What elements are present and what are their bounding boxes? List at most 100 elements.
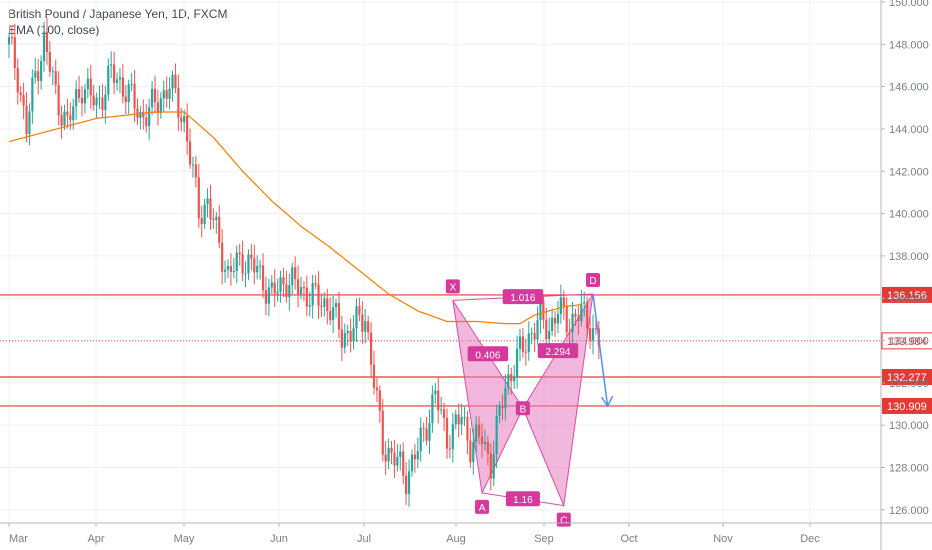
candle-body (384, 454, 387, 462)
candle-body (472, 442, 475, 463)
candle-body (241, 254, 244, 274)
candle-body (475, 424, 478, 443)
candle-body (235, 252, 238, 271)
candle-body (568, 332, 571, 334)
candle-body (48, 51, 51, 72)
candle-body (346, 331, 349, 334)
candle-body (337, 303, 341, 330)
x-tick-label: May (174, 533, 195, 545)
candle-body (253, 258, 256, 273)
candle-body (457, 414, 460, 425)
candle-body (133, 83, 136, 109)
candle-body (399, 451, 402, 457)
candle-body (183, 115, 186, 123)
candle-body (69, 115, 72, 121)
pattern-point-label: A (479, 503, 486, 514)
candle-body (498, 405, 501, 416)
x-tick-label: Dec (800, 533, 820, 545)
candle-body (425, 428, 428, 441)
x-tick-label: Apr (87, 533, 104, 545)
candle-body (75, 89, 78, 107)
level-price-label: 136.156 (887, 290, 927, 302)
pattern-ratio-badge (537, 343, 579, 359)
candle-body (469, 440, 472, 463)
x-tick-label: Jun (270, 533, 288, 545)
candle-body (299, 287, 303, 295)
candle-body (594, 328, 598, 330)
candle-body (42, 31, 46, 62)
pattern-ratio-label: 0.406 (475, 350, 500, 361)
candle-body (113, 64, 116, 83)
candle-body (355, 306, 358, 329)
candle-body (343, 333, 346, 348)
candle-body (320, 305, 323, 307)
candle-body (127, 84, 130, 103)
candle-body (466, 417, 469, 441)
candle-body (448, 448, 452, 450)
candle-body (107, 65, 110, 95)
projection-arrow (592, 293, 609, 407)
candle-body (340, 329, 343, 348)
candle-body (507, 374, 510, 388)
candle-body (422, 427, 425, 429)
candle-body (37, 71, 40, 81)
chart-legend: British Pound / Japanese Yen, 1D, FXCM E… (8, 6, 227, 38)
candle-body (407, 471, 411, 494)
candle-body (332, 307, 335, 320)
candle-body (513, 377, 516, 382)
candle-body (574, 313, 577, 317)
candle-body (548, 331, 551, 340)
candle-body (489, 453, 492, 479)
candle-body (232, 270, 235, 272)
candle-body (215, 216, 218, 221)
candle-body (238, 252, 241, 255)
candle-body (591, 328, 595, 341)
candle-body (311, 283, 314, 306)
candle-body (329, 311, 332, 320)
candle-body (54, 71, 57, 85)
candle-body (454, 414, 457, 425)
candle-body (431, 394, 434, 424)
candle-body (510, 374, 513, 382)
candle-body (437, 390, 440, 411)
candle-body (177, 88, 180, 118)
candle-body (191, 164, 195, 166)
candle-body (279, 277, 282, 292)
candle-body (270, 282, 273, 288)
candle-body (440, 409, 443, 411)
candle-body (200, 218, 203, 225)
candle-body (256, 265, 259, 273)
pattern-point-badge (586, 272, 600, 287)
current-price-label: 133.984 (887, 336, 927, 348)
pattern-ratio-badge (502, 289, 544, 305)
y-tick-label: 134.000 (889, 336, 929, 348)
candle-body (203, 204, 206, 225)
candle-body (150, 88, 154, 108)
x-tick-label: Sep (534, 533, 554, 545)
candle-body (518, 336, 522, 349)
level-price-tag (882, 368, 932, 385)
candle-body (180, 117, 183, 123)
pattern-point-label: B (520, 404, 527, 415)
candle-body (393, 452, 396, 466)
x-tick-label: Mar (9, 533, 28, 545)
candle-body (314, 283, 317, 285)
candle-body (115, 79, 119, 83)
candle-body (553, 317, 557, 324)
candle-body (162, 90, 165, 99)
candle-body (302, 287, 306, 289)
candle-body (556, 314, 560, 324)
y-tick-label: 128.000 (889, 463, 929, 475)
candle-body (7, 37, 11, 45)
candle-body (294, 267, 297, 280)
candle-body (396, 456, 399, 466)
x-tick-label: Jul (357, 533, 371, 545)
candle-body (530, 333, 533, 335)
candle-body (250, 254, 253, 259)
pattern-point-badge (475, 499, 490, 514)
y-tick-label: 148.000 (889, 39, 929, 51)
candle-body (352, 328, 355, 342)
candle-body (139, 111, 142, 118)
